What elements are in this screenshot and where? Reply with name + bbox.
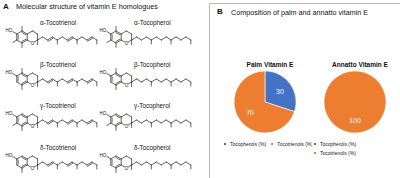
svg-text:β-Tocotrienol: β-Tocotrienol <box>40 61 76 69</box>
svg-text:O: O <box>125 41 129 46</box>
svg-text:O: O <box>125 124 129 129</box>
svg-text:HO: HO <box>100 153 107 158</box>
svg-text:30: 30 <box>276 88 284 95</box>
svg-text:δ-Tocotrienol: δ-Tocotrienol <box>40 144 76 151</box>
svg-text:B: B <box>217 7 223 16</box>
svg-text:Molecular structure of vitamin: Molecular structure of vitamin E homolog… <box>16 2 158 11</box>
svg-text:Tocotrienols (%): Tocotrienols (%) <box>277 141 313 147</box>
svg-text:β-Tocopherol: β-Tocopherol <box>134 61 171 69</box>
svg-text:HO: HO <box>6 153 13 158</box>
svg-text:A: A <box>3 2 9 11</box>
svg-text:γ-Tocotrienol: γ-Tocotrienol <box>40 102 76 110</box>
svg-text:O: O <box>31 166 35 171</box>
svg-text:O: O <box>31 41 35 46</box>
svg-text:Annatto Vitamin E: Annatto Vitamin E <box>332 61 389 68</box>
svg-text:O: O <box>125 166 129 171</box>
svg-text:Palm Vitamin E: Palm Vitamin E <box>247 61 295 68</box>
svg-text:α-Tocopherol: α-Tocopherol <box>134 19 171 27</box>
svg-text:Composition of palm and annatt: Composition of palm and annatto vitamin … <box>231 8 368 17</box>
svg-text:HO: HO <box>6 28 13 33</box>
svg-text:100: 100 <box>349 117 361 124</box>
svg-text:HO: HO <box>6 111 13 116</box>
svg-text:Tocopherols (%): Tocopherols (%) <box>320 141 356 147</box>
svg-text:HO: HO <box>100 28 107 33</box>
svg-text:Tocopherols (%): Tocopherols (%) <box>230 141 266 147</box>
svg-text:HO: HO <box>6 70 13 75</box>
svg-text:HO: HO <box>100 111 107 116</box>
svg-text:70: 70 <box>246 109 254 116</box>
svg-text:HO: HO <box>100 70 107 75</box>
svg-text:δ-Tocopherol: δ-Tocopherol <box>134 144 170 152</box>
svg-text:Tocotrienols (%): Tocotrienols (%) <box>320 150 356 156</box>
svg-text:O: O <box>31 124 35 129</box>
svg-text:O: O <box>31 83 35 88</box>
svg-text:O: O <box>125 83 129 88</box>
svg-text:γ-Tocopherol: γ-Tocopherol <box>134 102 170 110</box>
svg-text:α-Tocotrienol: α-Tocotrienol <box>40 19 76 26</box>
